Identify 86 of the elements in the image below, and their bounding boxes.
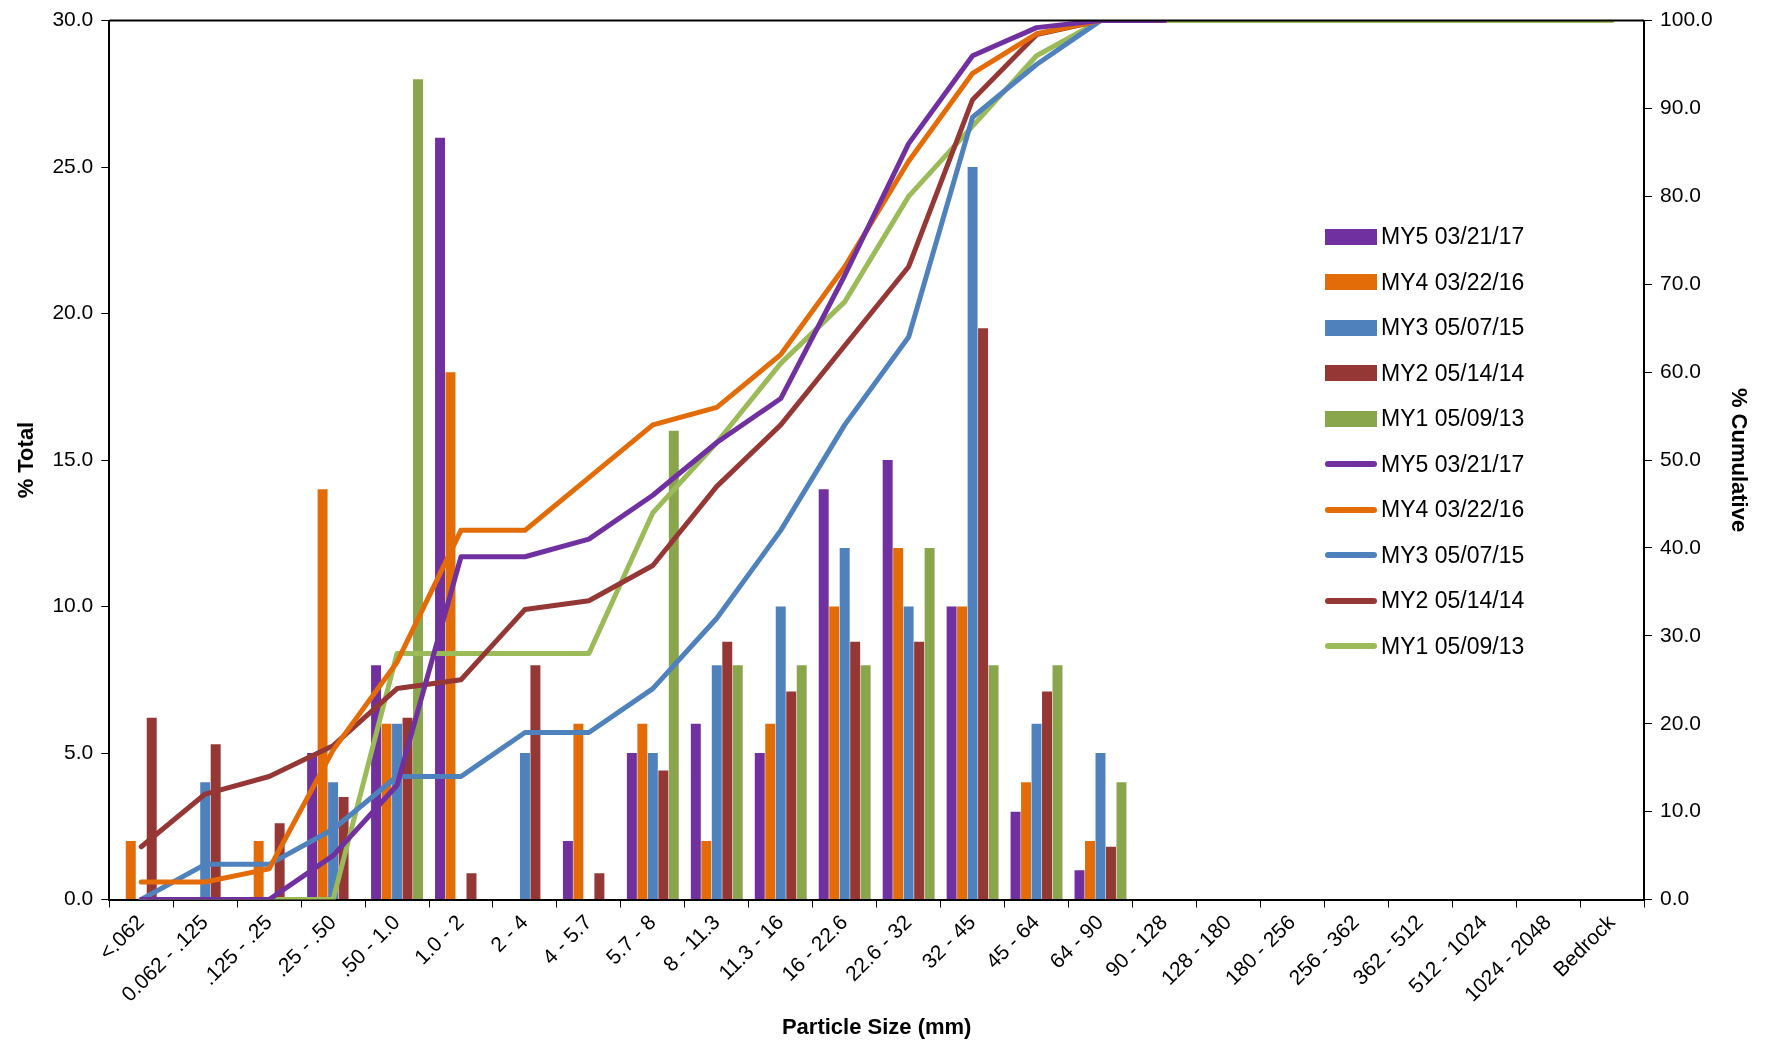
bar (647, 753, 658, 900)
bar (701, 840, 712, 900)
bar (988, 665, 999, 900)
y2-tick-label: 70.0 (1660, 271, 1701, 295)
bar (381, 723, 392, 900)
bar (562, 840, 573, 900)
y-tick-label: 20.0 (52, 300, 94, 324)
bar (946, 606, 957, 900)
bar (850, 641, 861, 900)
legend-label: MY4 03/22/16 (1381, 496, 1525, 524)
bar (466, 873, 477, 900)
legend-label: MY1 05/09/13 (1381, 632, 1525, 660)
bar (786, 691, 797, 900)
legend-label: MY3 05/07/15 (1381, 314, 1525, 342)
bar (839, 547, 850, 900)
y2-tick-label: 50.0 (1660, 446, 1701, 470)
y2-tick-label: 60.0 (1660, 358, 1701, 382)
bar (637, 723, 648, 900)
y2-axis-title: % Cumulative (1726, 387, 1752, 533)
bar (732, 665, 743, 900)
legend-label: MY2 05/14/14 (1381, 359, 1525, 387)
y2-tick-label: 100.0 (1660, 7, 1713, 31)
y2-tick-label: 0.0 (1660, 886, 1690, 910)
bar (1074, 870, 1085, 900)
bar (754, 753, 765, 900)
bar (1010, 811, 1021, 900)
legend-label: MY2 05/14/14 (1381, 587, 1525, 615)
y-tick-label: 0.0 (64, 886, 94, 910)
bar (1095, 753, 1106, 900)
y2-tick-label: 10.0 (1660, 798, 1701, 822)
bar (1031, 723, 1042, 900)
x-tick-label: 32 - 45 (917, 910, 980, 973)
x-tick-label: 1.0 - 2 (409, 910, 468, 969)
legend-label: MY4 03/22/16 (1381, 268, 1525, 296)
bar (413, 79, 423, 900)
bar (594, 873, 605, 900)
bar (668, 430, 679, 900)
y2-tick-label: 30.0 (1660, 622, 1701, 646)
bar (818, 489, 829, 900)
bar (573, 723, 584, 900)
bar (530, 665, 541, 900)
bar (924, 547, 935, 900)
bar (978, 328, 989, 900)
bar (722, 641, 733, 900)
bar (903, 606, 914, 900)
bar (775, 606, 786, 900)
x-axis-title: Particle Size (mm) (781, 1013, 972, 1039)
bar (519, 753, 530, 900)
bar (967, 167, 978, 900)
bar (796, 665, 807, 900)
bar (711, 665, 722, 900)
y-tick-label: 5.0 (64, 739, 94, 763)
x-tick-label: 2 - 4 (485, 909, 533, 957)
legend-label: MY1 05/09/13 (1381, 405, 1525, 433)
bar (1052, 665, 1063, 900)
y2-tick-label: 40.0 (1660, 534, 1701, 558)
y2-tick-label: 80.0 (1660, 183, 1701, 207)
x-tick-label: 45 - 64 (980, 909, 1044, 973)
bar (765, 723, 776, 900)
legend-label: MY5 03/21/17 (1381, 450, 1525, 478)
y-axis-title: % Total (13, 421, 39, 499)
y2-tick-label: 90.0 (1660, 95, 1701, 119)
legend-label: MY5 03/21/17 (1381, 223, 1525, 251)
bar (957, 606, 968, 900)
bar (626, 753, 637, 900)
bar (1116, 782, 1127, 900)
bar (1085, 840, 1095, 900)
y-tick-label: 25.0 (52, 153, 94, 177)
bar (893, 547, 904, 900)
y-tick-label: 10.0 (52, 593, 94, 617)
bar (1021, 782, 1032, 900)
bar (690, 723, 701, 900)
legend-label: MY3 05/07/15 (1381, 541, 1525, 569)
bar (914, 641, 925, 900)
bar (829, 606, 840, 900)
bar (1105, 846, 1116, 900)
x-tick-label: 5.7 - 8 (601, 910, 660, 969)
y-tick-label: 15.0 (52, 446, 94, 470)
y-tick-label: 30.0 (52, 7, 94, 31)
bar (860, 665, 871, 900)
bar (1042, 691, 1052, 900)
bar (125, 840, 136, 900)
bar (882, 460, 893, 900)
y2-tick-label: 20.0 (1660, 710, 1701, 734)
x-tick-label: 4 - 5.7 (537, 910, 596, 969)
bar (658, 770, 669, 900)
